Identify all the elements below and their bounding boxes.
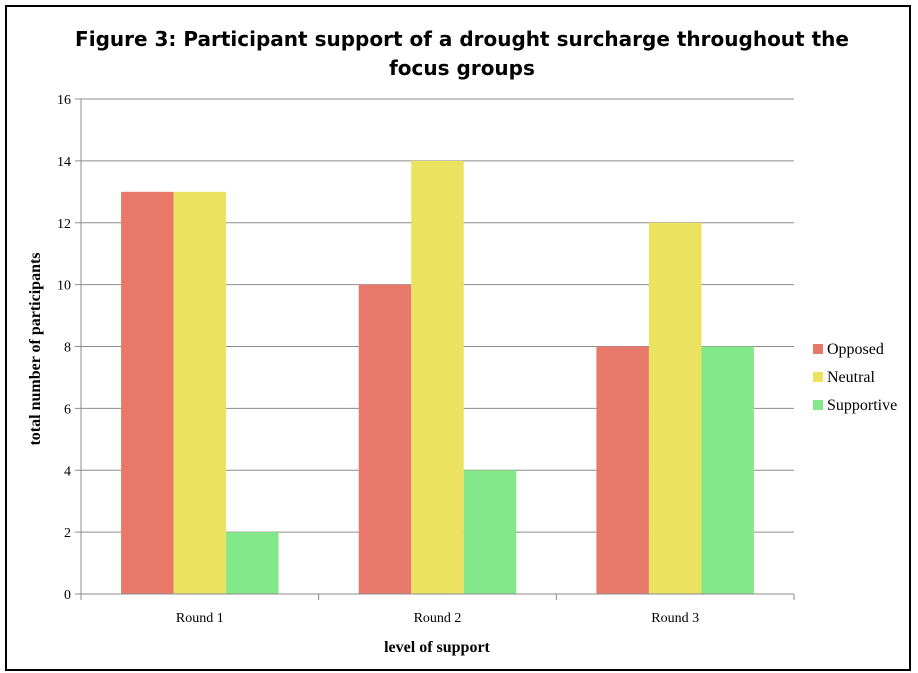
x-axis-title: level of support bbox=[384, 639, 490, 656]
x-tick-label: Round 3 bbox=[651, 611, 699, 626]
legend-label-opposed: Opposed bbox=[827, 341, 884, 358]
legend-swatch-opposed bbox=[813, 344, 823, 354]
y-tick-label: 6 bbox=[64, 402, 71, 417]
legend-swatch-supportive bbox=[813, 400, 823, 410]
y-tick-label: 8 bbox=[64, 341, 71, 356]
bar-neutral-3 bbox=[648, 222, 702, 594]
chart-title-line-2: focus groups bbox=[389, 56, 535, 80]
chart-frame: Figure 3: Participant support of a droug… bbox=[5, 5, 911, 671]
y-tick-label: 2 bbox=[64, 526, 71, 541]
y-axis-title: total number of participants bbox=[27, 252, 44, 445]
y-tick-label: 4 bbox=[64, 464, 71, 479]
chart-title-line-1: Figure 3: Participant support of a droug… bbox=[75, 27, 849, 51]
x-tick-label: Round 2 bbox=[414, 611, 462, 626]
bar-chart: Figure 3: Participant support of a droug… bbox=[27, 27, 897, 656]
x-tick-label: Round 1 bbox=[176, 611, 224, 626]
bar-opposed-3 bbox=[596, 346, 649, 594]
y-tick-label: 16 bbox=[57, 93, 71, 108]
legend-swatch-neutral bbox=[813, 372, 823, 382]
y-tick-label: 10 bbox=[57, 279, 71, 294]
bar-neutral-2 bbox=[411, 160, 464, 594]
bar-supportive-1 bbox=[226, 532, 279, 594]
bar-opposed-2 bbox=[358, 284, 412, 594]
legend: Opposed Neutral Supportive bbox=[813, 341, 897, 414]
legend-label-supportive: Supportive bbox=[827, 397, 897, 414]
bars bbox=[121, 160, 754, 594]
tick-labels: 0 2 4 6 8 10 12 14 16 Round 1 Round 2 Round 3 bbox=[57, 93, 699, 626]
bar-neutral-1 bbox=[173, 191, 227, 594]
bar-supportive-2 bbox=[463, 470, 517, 594]
y-tick-label: 0 bbox=[64, 588, 71, 603]
y-tick-label: 14 bbox=[57, 155, 71, 170]
y-tick-label: 12 bbox=[57, 217, 71, 232]
bar-supportive-3 bbox=[701, 346, 754, 594]
axes bbox=[75, 98, 795, 600]
legend-label-neutral: Neutral bbox=[827, 369, 876, 386]
bar-opposed-1 bbox=[121, 191, 174, 594]
